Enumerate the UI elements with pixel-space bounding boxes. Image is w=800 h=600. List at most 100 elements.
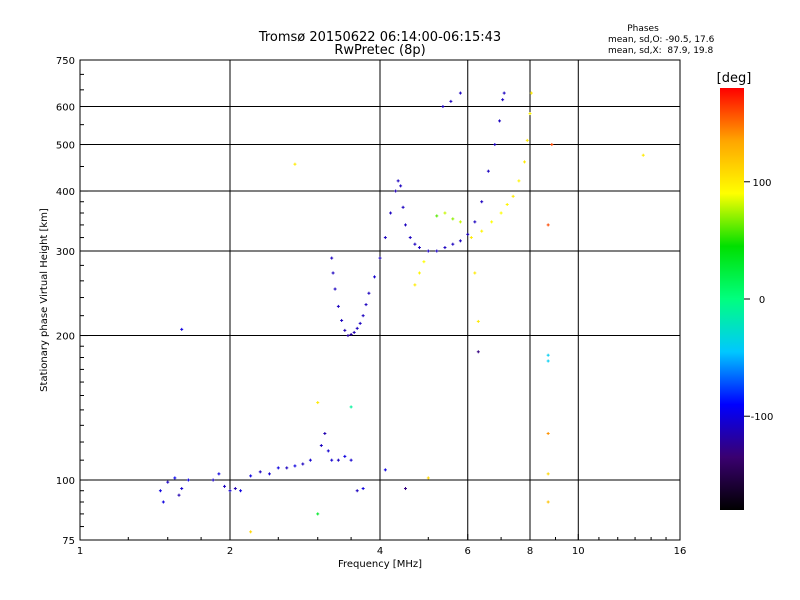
- echo-mark-v: [467, 232, 469, 236]
- echo-point: [435, 214, 439, 218]
- echo-mark-v: [459, 91, 461, 95]
- echo-point: [330, 458, 334, 462]
- echo-point: [466, 232, 470, 236]
- echo-point: [383, 236, 387, 240]
- echo-mark-v: [530, 91, 532, 95]
- echo-point: [473, 271, 477, 275]
- echo-point: [525, 138, 529, 142]
- echo-point: [276, 466, 280, 470]
- echo-mark-v: [294, 464, 296, 468]
- echo-mark-v: [309, 458, 311, 462]
- echo-point: [158, 489, 162, 493]
- echo-mark-v: [444, 211, 446, 215]
- echo-point: [480, 200, 484, 204]
- echo-point: [343, 454, 347, 458]
- echo-mark-v: [368, 291, 370, 295]
- echo-point: [228, 489, 232, 493]
- echo-point: [285, 466, 289, 470]
- echo-mark-v: [414, 283, 416, 287]
- echo-mark-v: [332, 271, 334, 275]
- echo-mark-v: [442, 105, 444, 109]
- echo-mark-v: [347, 334, 349, 338]
- echo-point: [316, 512, 320, 516]
- echo-point: [249, 474, 253, 478]
- echo-point: [517, 179, 521, 183]
- echo-mark-v: [350, 405, 352, 409]
- echo-point: [394, 189, 398, 193]
- echo-mark-v: [477, 319, 479, 323]
- echo-mark-v: [390, 211, 392, 215]
- echo-mark-v: [365, 303, 367, 307]
- echo-point: [408, 236, 412, 240]
- echo-point: [308, 458, 312, 462]
- grid-lines: [80, 60, 680, 540]
- echo-point: [180, 487, 184, 491]
- echo-point: [435, 249, 439, 253]
- echo-mark-v: [452, 242, 454, 246]
- echo-mark-v: [427, 476, 429, 480]
- echo-point: [476, 350, 480, 354]
- echo-point: [340, 318, 344, 322]
- echo-mark-v: [331, 256, 333, 260]
- echo-point: [267, 472, 271, 476]
- echo-mark-v: [418, 271, 420, 275]
- echo-point: [333, 287, 337, 291]
- echo-point: [330, 256, 334, 260]
- echo-point: [413, 242, 417, 246]
- echo-mark-v: [359, 321, 361, 325]
- echo-point: [528, 112, 532, 116]
- echo-point: [546, 432, 550, 436]
- echo-mark-v: [512, 194, 514, 198]
- echo-point: [422, 260, 426, 264]
- echo-point: [378, 256, 382, 260]
- echo-point: [476, 319, 480, 323]
- echo-mark-v: [547, 472, 549, 476]
- echo-mark-v: [159, 489, 161, 493]
- echo-mark-v: [384, 236, 386, 240]
- echo-point: [443, 211, 447, 215]
- echo-point: [361, 314, 365, 318]
- echo-point: [499, 211, 503, 215]
- echo-mark-v: [174, 476, 176, 480]
- echo-point: [349, 405, 353, 409]
- echo-mark-v: [324, 432, 326, 436]
- echo-mark-v: [327, 449, 329, 453]
- echo-mark-v: [487, 169, 489, 173]
- echo-point: [211, 478, 215, 482]
- echo-mark-v: [167, 480, 169, 484]
- echo-mark-v: [400, 184, 402, 188]
- echo-point: [326, 449, 330, 453]
- echo-mark-v: [178, 493, 180, 497]
- echo-point: [355, 326, 359, 330]
- echo-point: [546, 359, 550, 363]
- colorbar-tick-label: 100: [752, 178, 771, 189]
- echo-point: [641, 153, 645, 157]
- echo-point: [186, 478, 190, 482]
- echo-mark-v: [547, 223, 549, 227]
- echo-mark-v: [502, 98, 504, 102]
- echo-mark-v: [350, 458, 352, 462]
- echo-point: [458, 239, 462, 243]
- echo-point: [349, 458, 353, 462]
- echo-mark-v: [423, 260, 425, 264]
- echo-mark-v: [444, 246, 446, 250]
- echo-mark-v: [418, 246, 420, 250]
- echo-mark-v: [362, 314, 364, 318]
- phase-heading: Phases: [627, 24, 659, 34]
- echo-mark-v: [224, 484, 226, 488]
- echo-mark-v: [331, 458, 333, 462]
- echo-point: [401, 205, 405, 209]
- x-tick-label: 10: [572, 546, 585, 557]
- echo-mark-v: [474, 220, 476, 224]
- echo-point: [358, 321, 362, 325]
- echo-point: [223, 484, 227, 488]
- x-axis-label: Frequency [MHz]: [338, 559, 422, 570]
- echo-mark-v: [341, 318, 343, 322]
- echo-point: [217, 472, 221, 476]
- y-tick-label: 100: [56, 476, 75, 487]
- echo-point: [177, 493, 181, 497]
- echo-mark-v: [474, 271, 476, 275]
- echo-mark-v: [404, 487, 406, 491]
- echo-mark-v: [518, 179, 520, 183]
- echo-mark-v: [356, 326, 358, 330]
